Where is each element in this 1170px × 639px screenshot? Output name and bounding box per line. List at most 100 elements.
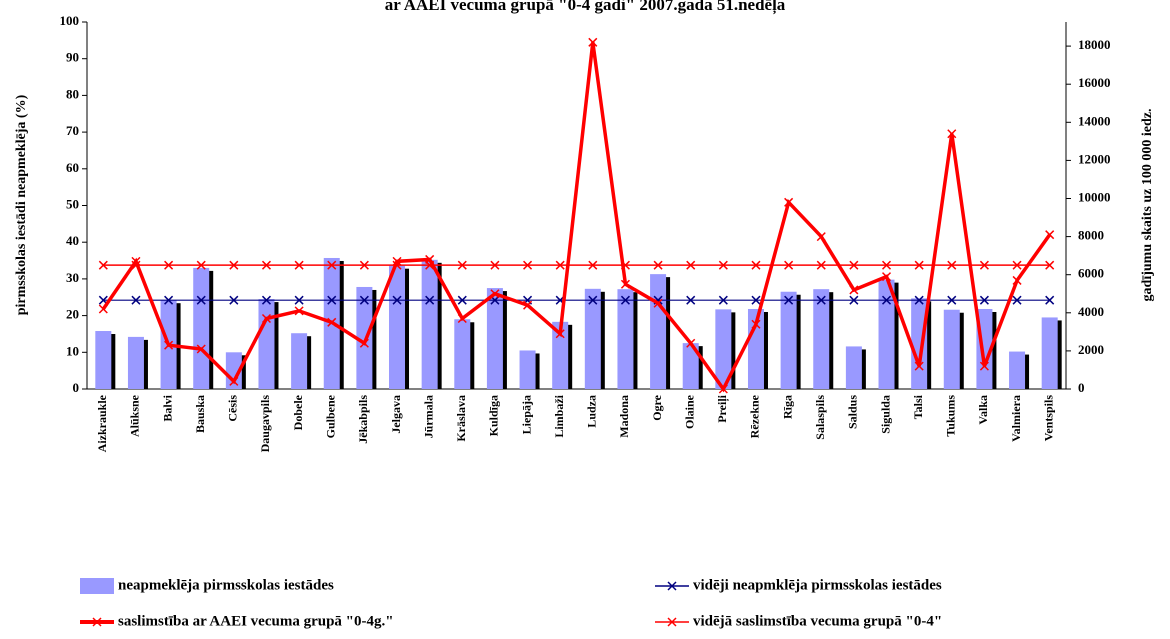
series-marker [914,361,924,371]
series-marker [425,254,435,264]
bar [552,321,569,389]
bar [421,259,438,389]
avg-bars-marker [914,295,924,305]
y-tick-label: 30 [66,270,79,285]
avg-line-marker [588,260,598,270]
y-tick-label: 60 [66,160,79,175]
series-marker [294,306,304,316]
avg-bars-marker [261,295,272,305]
y-tick-label: 0 [73,380,80,395]
legend-label: saslimstība ar AAEI vecuma grupā "0-4g." [118,613,394,629]
x-tick-label: Daugavpils [258,395,272,453]
avg-line-marker [751,260,761,270]
bar [650,274,667,389]
series-marker [164,340,174,350]
y2-tick-label: 12000 [1078,151,1111,166]
bar [813,289,830,389]
y2-tick-label: 0 [1078,380,1085,395]
series-marker [653,298,663,308]
x-tick-label: Jūrmala [421,395,435,438]
avg-bars-marker [784,295,794,305]
y2-tick-label: 6000 [1078,266,1104,281]
avg-bars-marker [359,295,369,305]
series-marker [588,37,598,47]
avg-line-marker [261,260,272,270]
avg-line-marker [1045,260,1055,270]
bar [258,299,275,389]
avg-bars-marker [490,295,500,305]
bar [780,291,797,389]
series-marker [947,129,957,139]
bar [845,346,862,389]
bar [584,288,601,389]
avg-line-marker [490,260,500,270]
avg-line-marker [196,260,206,270]
avg-bars-marker [849,295,859,305]
legend-swatch [667,617,677,627]
avg-bars-marker [947,295,957,305]
y-tick-label: 50 [66,196,79,211]
avg-bars-marker [881,295,892,305]
series-marker [718,384,728,394]
avg-line-marker [457,260,467,270]
x-tick-label: Gulbene [324,394,338,438]
series-marker [327,317,337,327]
avg-bars-marker [392,295,402,305]
x-tick-label: Liepāja [519,395,533,434]
avg-line-marker [294,260,304,270]
x-tick-label: Cēsis [226,395,240,422]
bar [1041,317,1058,389]
avg-bars-marker [196,295,206,305]
x-tick-label: Talsi [911,394,925,419]
chart-title: ar AAEI vecuma grupā "0-4 gadi" 2007.gad… [385,0,786,15]
series-marker [1012,275,1022,285]
y2-tick-label: 10000 [1078,189,1111,204]
avg-line-marker [359,260,369,270]
x-tick-label: Dobele [291,394,305,430]
y-tick-label: 90 [66,50,79,65]
series-marker [555,329,565,339]
avg-line-marker [523,260,533,270]
avg-line-marker [979,260,989,270]
series-marker [751,319,761,329]
avg-bars-marker [979,295,989,305]
avg-line-marker [327,260,337,270]
series-marker [523,300,533,310]
bar [486,288,503,389]
bar [878,279,895,389]
y2-tick-label: 4000 [1078,304,1104,319]
legend-label: vidējā saslimstība vecuma grupā "0-4" [693,613,942,629]
avg-line-marker [947,260,957,270]
bar [193,267,210,389]
bar [715,309,732,389]
x-tick-label: Jelgava [389,395,403,434]
avg-line-marker [849,260,859,270]
series-marker [98,304,108,314]
avg-bars-marker [816,295,826,305]
bar [291,333,308,389]
x-tick-label: Salaspils [813,395,827,440]
avg-line-marker [881,260,892,270]
avg-bars-marker [1012,295,1022,305]
y2-tick-label: 8000 [1078,228,1104,243]
avg-line-marker [164,260,174,270]
avg-bars-marker [425,295,435,305]
series-marker [979,361,989,371]
avg-bars-marker [1045,295,1055,305]
series-marker [849,285,859,295]
bar [943,309,960,389]
avg-bars-marker [327,295,337,305]
series-marker [881,272,892,282]
bar [454,319,471,389]
y2-tick-label: 14000 [1078,113,1111,128]
y-tick-label: 20 [66,307,79,322]
x-tick-label: Valka [976,395,990,425]
avg-line-marker [98,260,108,270]
x-tick-label: Tukums [944,395,958,437]
y2-axis-label: gadījumu skaits uz 100 000 iedz. [1140,109,1155,302]
x-tick-label: Alūksne [128,394,142,437]
y-tick-label: 70 [66,123,79,138]
x-tick-label: Valmiera [1009,395,1023,442]
x-tick-label: Kuldīga [487,395,501,436]
